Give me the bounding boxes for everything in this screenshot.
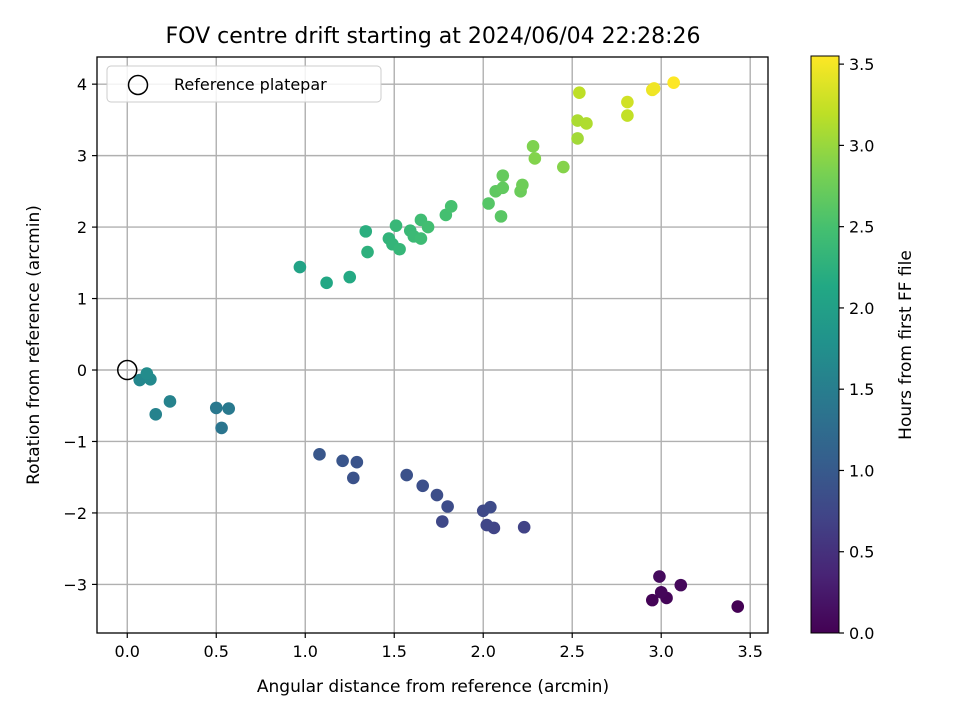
data-point <box>215 421 228 435</box>
data-point <box>653 570 666 583</box>
chart-title: FOV centre drift starting at 2024/06/04 … <box>166 24 701 49</box>
x-tick-label: 1.0 <box>293 642 318 661</box>
data-point <box>573 86 586 100</box>
data-point <box>482 197 495 210</box>
data-point <box>313 448 326 461</box>
data-point <box>526 140 540 153</box>
colorbar-tick-label: 3.0 <box>849 136 874 155</box>
reference-marker-group <box>117 359 138 381</box>
colorbar-tick-label: 1.0 <box>849 461 874 480</box>
data-point <box>496 169 510 182</box>
data-point <box>480 518 494 532</box>
y-tick-label: 0 <box>77 361 87 380</box>
legend-label-reference-platepar: Reference platepar <box>174 75 327 94</box>
x-axis-label: Angular distance from reference (arcmin) <box>257 677 609 697</box>
colorbar-tick-label: 2.0 <box>849 299 874 318</box>
legend-box <box>106 65 382 103</box>
data-point <box>621 109 634 122</box>
data-point <box>580 117 593 130</box>
data-point <box>393 242 406 256</box>
y-axis-ticks: −3 −2 −1 0 1 2 3 4 <box>63 75 97 594</box>
data-point <box>517 520 531 534</box>
x-tick-label: 0.5 <box>204 642 229 661</box>
x-tick-label: 3.5 <box>737 642 762 661</box>
data-point <box>667 76 680 90</box>
data-points <box>133 76 745 613</box>
data-point <box>421 220 435 234</box>
y-tick-label: 4 <box>77 75 87 94</box>
data-point <box>343 270 357 284</box>
legend: Reference platepar <box>106 65 382 103</box>
y-axis-label: Rotation from reference (arcmin) <box>24 205 44 485</box>
data-point <box>320 276 333 290</box>
x-axis-ticks: 0.0 0.5 1.0 1.5 2.0 2.5 3.0 3.5 <box>115 633 763 661</box>
data-point <box>516 178 529 192</box>
data-point <box>528 152 542 165</box>
data-point <box>571 132 584 145</box>
data-point <box>654 585 668 599</box>
colorbar-tick-label: 2.5 <box>849 218 874 237</box>
colorbar <box>810 55 840 634</box>
data-point <box>621 95 634 109</box>
data-point <box>435 515 449 528</box>
x-tick-label: 1.5 <box>382 642 407 661</box>
data-point <box>400 468 413 482</box>
data-point <box>346 471 360 485</box>
reference-platepar-marker <box>117 359 138 381</box>
y-tick-label: 3 <box>77 147 87 166</box>
data-point <box>731 600 745 613</box>
data-point <box>361 245 374 259</box>
data-point <box>416 479 430 493</box>
y-tick-label: 1 <box>77 290 87 309</box>
data-point <box>350 455 364 469</box>
y-tick-label: −1 <box>63 432 87 451</box>
data-point <box>389 219 403 232</box>
data-point <box>496 181 510 195</box>
data-point <box>647 82 661 95</box>
colorbar-ticks: 0.0 0.5 1.0 1.5 2.0 2.5 3.0 3.5 <box>839 55 874 643</box>
data-point <box>484 500 497 514</box>
colorbar-label: Hours from first FF file <box>896 250 916 440</box>
y-tick-label: 2 <box>77 218 87 237</box>
x-tick-label: 2.5 <box>559 642 584 661</box>
legend-marker-reference <box>127 74 149 96</box>
data-point <box>441 500 454 513</box>
data-point <box>430 488 444 502</box>
x-tick-label: 0.0 <box>115 642 140 661</box>
colorbar-tick-label: 0.5 <box>849 543 874 562</box>
data-point <box>293 260 307 274</box>
y-tick-label: −2 <box>63 504 87 523</box>
data-point <box>163 395 177 408</box>
data-point <box>557 160 570 174</box>
colorbar-tick-label: 1.5 <box>849 380 874 399</box>
data-point <box>140 367 154 380</box>
data-point <box>444 200 458 213</box>
y-tick-label: −3 <box>63 575 87 594</box>
data-point <box>149 408 163 421</box>
data-point <box>494 210 508 223</box>
data-point <box>674 578 688 592</box>
x-tick-label: 3.0 <box>648 642 673 661</box>
data-point <box>222 402 236 415</box>
data-point <box>336 454 349 468</box>
x-tick-label: 2.0 <box>470 642 495 661</box>
plot-frame <box>96 56 769 634</box>
data-point <box>359 225 373 238</box>
colorbar-tick-label: 0.0 <box>849 624 874 643</box>
data-point <box>414 232 428 245</box>
data-point <box>209 401 223 415</box>
grid <box>97 57 768 633</box>
colorbar-tick-label: 3.5 <box>849 55 874 74</box>
data-point <box>646 593 659 607</box>
